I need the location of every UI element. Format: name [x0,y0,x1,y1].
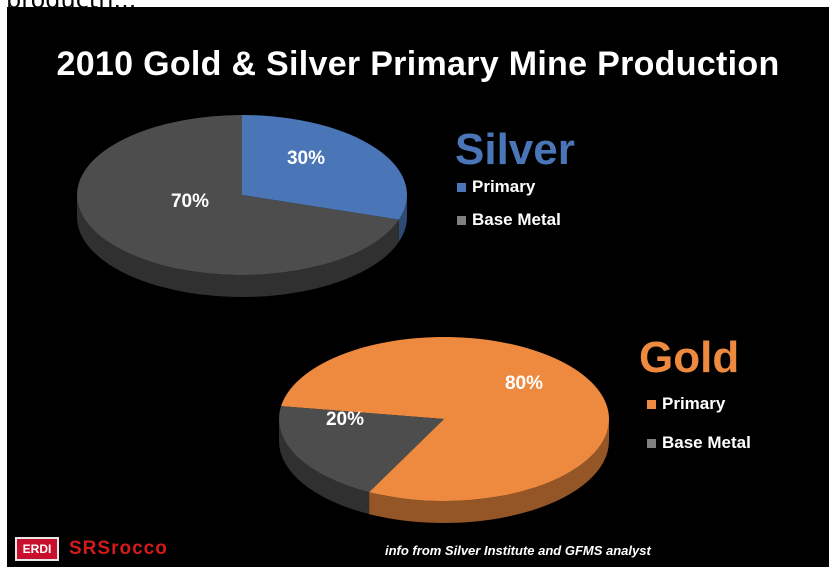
gold-legend-title: Gold [639,333,740,382]
silver-primary-swatch [457,182,466,192]
silver-pie-slice-0 [242,115,407,220]
gold-legend-base: Base Metal [647,433,751,453]
gold-base-swatch [647,438,656,448]
source-note: info from Silver Institute and GFMS anal… [385,543,651,558]
chart-panel: 2010 Gold & Silver Primary Mine Producti… [7,7,829,567]
gold-pie-slice-0 [281,337,609,501]
silver-base-swatch [457,215,466,225]
chart-title: 2010 Gold & Silver Primary Mine Producti… [56,45,780,83]
gold-legend-base-label: Base Metal [662,433,751,452]
silver-pie-label-0: 30% [287,148,325,169]
gold-legend-primary-label: Primary [662,394,726,413]
silver-legend-title: Silver [455,125,575,174]
gold-primary-swatch [647,399,656,409]
srsrocco-logo: ERDI SRSrocco [15,537,168,561]
gold-legend-primary: Primary [647,394,725,414]
gold-pie-side-0 [369,419,609,523]
pie-charts: 30% 70% 80% 20% [76,115,609,523]
silver-pie-side-1 [77,195,399,297]
gold-pie-side-1 [279,419,370,515]
silver-legend-base-label: Base Metal [472,210,561,229]
gold-pie-label-1: 20% [326,409,364,430]
silver-pie-label-1: 70% [171,191,209,212]
silver-pie-side-0 [398,195,407,242]
silver-legend-base: Base Metal [457,210,561,230]
gold-pie-slice-1 [279,406,444,493]
logo-badge: ERDI [15,537,59,561]
gold-pie: 80% 20% [279,337,609,523]
silver-legend-primary-label: Primary [472,177,536,196]
gold-pie-label-0: 80% [505,373,543,394]
silver-pie-slice-1 [76,115,399,275]
silver-legend-primary: Primary [457,177,535,197]
logo-text: SRSrocco [69,538,168,559]
silver-pie: 30% 70% [76,115,407,297]
